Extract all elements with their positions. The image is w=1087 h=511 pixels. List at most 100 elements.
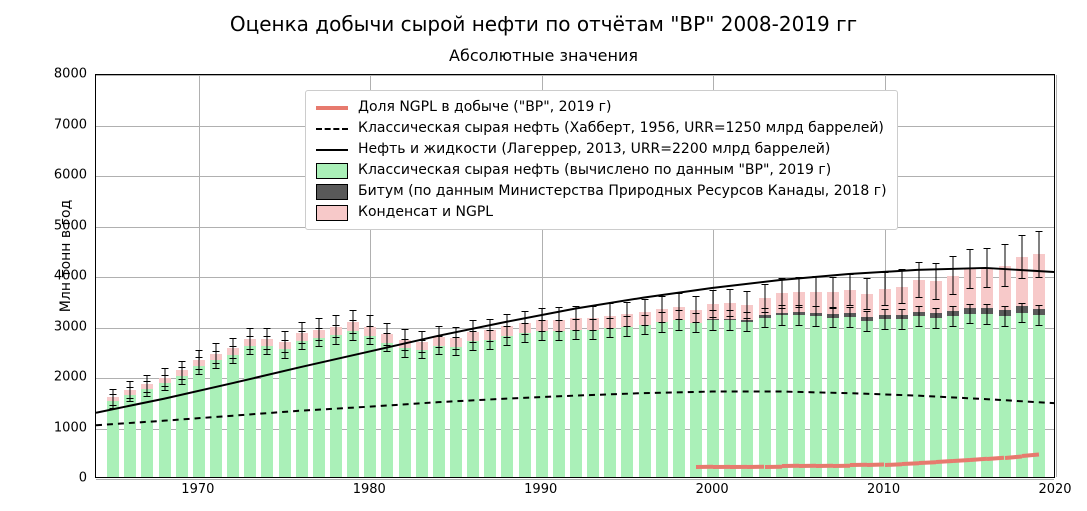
legend-swatch (316, 185, 348, 199)
errorbar-total (798, 277, 799, 308)
errorbar-crude (798, 305, 799, 326)
errorbar-crude (1021, 303, 1022, 324)
errorbar-total (438, 326, 439, 349)
bar-classic-crude (381, 343, 393, 477)
ngpl-share-line (696, 465, 713, 469)
bar-classic-crude (724, 320, 736, 477)
errorbar-crude (1004, 306, 1005, 327)
grid-horizontal (96, 75, 1054, 76)
legend-swatch (316, 143, 348, 157)
ngpl-share-line (713, 465, 730, 469)
ngpl-share-line (902, 461, 919, 466)
bar-classic-crude (776, 315, 788, 477)
ngpl-share-line (799, 464, 816, 468)
errorbar-total (216, 343, 217, 363)
bar-classic-crude (964, 314, 976, 477)
y-tick-label: 1000 (27, 420, 87, 435)
errorbar-total (181, 361, 182, 380)
bar-classic-crude (364, 336, 376, 477)
ngpl-share-line (730, 465, 747, 469)
bar-classic-crude (587, 330, 599, 477)
legend-swatch (316, 164, 348, 178)
ngpl-share-line (867, 463, 884, 468)
errorbar-total (541, 308, 542, 333)
bar-classic-crude (930, 318, 942, 477)
errorbar-crude (884, 309, 885, 330)
bar-classic-crude (1016, 313, 1028, 477)
errorbar-total (884, 272, 885, 305)
errorbar-total (747, 291, 748, 319)
legend-swatch (316, 101, 348, 115)
grid-horizontal (96, 277, 1054, 278)
bar-classic-crude (193, 366, 205, 477)
axes-title: Абсолютные значения (0, 46, 1087, 65)
bar-classic-crude (999, 316, 1011, 477)
errorbar-total (130, 381, 131, 399)
legend-item: Классическая сырая нефть (вычислено по д… (316, 160, 887, 181)
errorbar-total (816, 276, 817, 307)
errorbar-total (113, 389, 114, 406)
errorbar-total (901, 269, 902, 303)
errorbar-total (713, 290, 714, 318)
errorbar-total (593, 306, 594, 331)
bar-classic-crude (741, 322, 753, 477)
grid-horizontal (96, 479, 1054, 480)
bar-classic-crude (879, 319, 891, 477)
errorbar-total (490, 319, 491, 342)
legend-item: Конденсат и NGPL (316, 202, 887, 223)
bar-classic-crude (159, 383, 171, 477)
legend-label: Конденсат и NGPL (358, 202, 493, 223)
errorbar-total (404, 329, 405, 351)
errorbar-total (318, 318, 319, 341)
errorbar-crude (867, 311, 868, 332)
ngpl-share-line (919, 460, 936, 465)
bar-classic-crude (227, 355, 239, 477)
y-tick-label: 7000 (27, 117, 87, 132)
bar-classic-crude (107, 401, 119, 477)
y-tick-label: 5000 (27, 218, 87, 233)
ngpl-share-line (850, 463, 867, 467)
errorbar-total (936, 263, 937, 300)
errorbar-crude (987, 304, 988, 325)
errorbar-total (730, 289, 731, 317)
bar-classic-crude (896, 319, 908, 477)
bar-classic-crude (279, 349, 291, 477)
bar-classic-crude (467, 341, 479, 477)
x-tick-label: 1980 (353, 482, 386, 497)
bar-classic-crude (827, 318, 839, 477)
errorbar-total (696, 296, 697, 323)
errorbar-total (576, 306, 577, 331)
errorbar-total (953, 256, 954, 294)
errorbar-total (558, 307, 559, 332)
x-tick-label: 1970 (181, 482, 214, 497)
errorbar-total (764, 284, 765, 313)
errorbar-total (250, 328, 251, 350)
legend: Доля NGPL в добыче ("BP", 2019 г)Классич… (305, 90, 898, 230)
bar-classic-crude (707, 320, 719, 477)
legend-label: Классическая сырая нефть (Хабберт, 1956,… (358, 118, 884, 139)
errorbar-total (1021, 235, 1022, 279)
bar-classic-crude (553, 331, 565, 477)
bar-classic-crude (604, 328, 616, 477)
errorbar-total (370, 315, 371, 339)
legend-label: Классическая сырая нефть (вычислено по д… (358, 160, 831, 181)
legend-label: Битум (по данным Министерства Природных … (358, 181, 887, 202)
errorbar-crude (1038, 305, 1039, 326)
bar-classic-crude (673, 320, 685, 477)
errorbar-total (850, 274, 851, 306)
legend-swatch (316, 122, 348, 136)
x-tick-label: 2000 (696, 482, 729, 497)
y-axis-label: Млн тонн в год (58, 199, 74, 311)
bar-classic-crude (793, 315, 805, 477)
y-tick-label: 2000 (27, 370, 87, 385)
bar-classic-crude (690, 323, 702, 477)
errorbar-total (301, 322, 302, 344)
bar-classic-crude (519, 333, 531, 477)
errorbar-total (147, 375, 148, 393)
bar-classic-crude (416, 350, 428, 477)
grid-vertical (1056, 75, 1057, 477)
y-tick-label: 0 (27, 471, 87, 486)
errorbar-total (233, 338, 234, 359)
errorbar-total (353, 310, 354, 334)
y-tick-label: 6000 (27, 168, 87, 183)
